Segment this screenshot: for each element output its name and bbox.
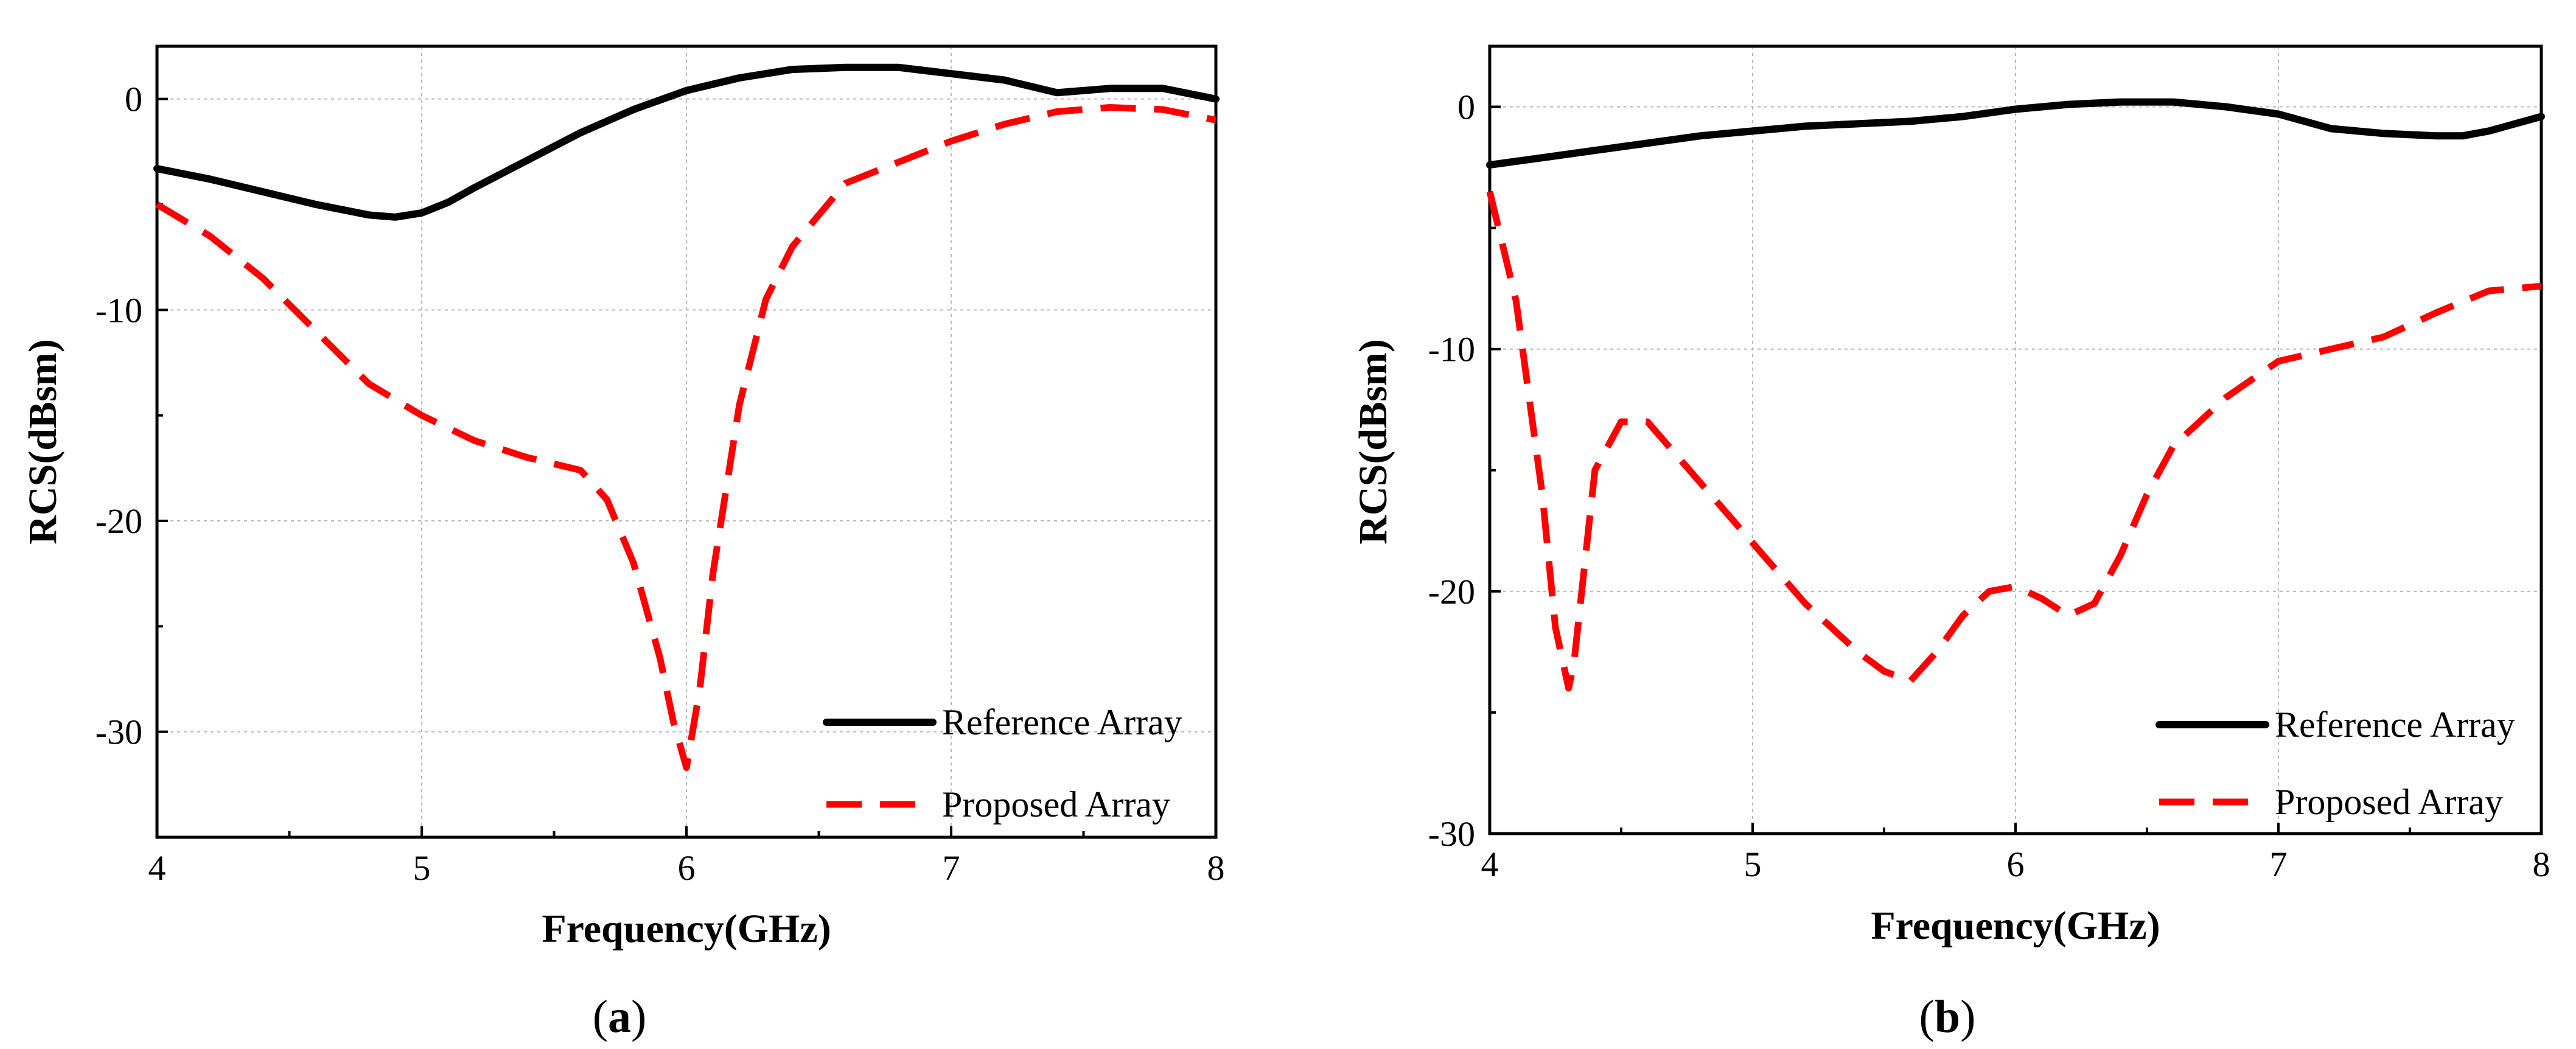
legend-label-proposed-array: Proposed Array: [2275, 782, 2503, 822]
x-tick-label: 5: [413, 848, 431, 888]
legend-label-reference-array: Reference Array: [2275, 705, 2515, 745]
x-tick-label: 8: [2533, 845, 2550, 884]
y-tick-label: -20: [1428, 572, 1475, 612]
x-tick-label: 6: [678, 848, 696, 888]
panel-b-legend: Reference Array Proposed Array: [2155, 705, 2515, 822]
reference-array-line: [153, 63, 1220, 221]
panel-b-caption: (b): [1919, 991, 1976, 1042]
y-tick-label: -10: [96, 290, 142, 330]
x-tick-label: 6: [2007, 845, 2025, 884]
x-tick-label: 8: [1207, 848, 1225, 888]
panel-a-grid: [157, 46, 1216, 837]
x-tick-label: 4: [148, 848, 166, 888]
x-tick-label: 7: [943, 848, 960, 888]
panel-b-y-axis-title: RCS(dBsm): [1351, 339, 1395, 544]
panel-a-caption-letter: a: [608, 991, 631, 1042]
panel-a-legend: Reference Array Proposed Array: [823, 702, 1182, 824]
panel-a-ticks: 4 5 6 7 8 0 -10 -20 -30: [96, 80, 1225, 888]
panel-a: 4 5 6 7 8 0 -10 -20 -30 Reference Array Proposed…: [21, 44, 1225, 1042]
panel-a-series: [153, 63, 1220, 772]
x-tick-label: 5: [1744, 845, 1762, 884]
panel-b-ticks: 4 5 6 7 8 0 -10 -20 -30: [1428, 88, 2550, 884]
y-tick-label: 0: [125, 80, 142, 119]
panel-b-caption-letter: b: [1935, 991, 1960, 1042]
proposed-array-line: [1486, 190, 2542, 692]
panel-b: 4 5 6 7 8 0 -10 -20 -30 Reference Array Proposed…: [1351, 44, 2550, 1042]
panel-b-series: [1486, 98, 2545, 692]
x-tick-label: 7: [2270, 845, 2288, 884]
panel-a-y-axis-title: RCS(dBsm): [21, 339, 65, 544]
legend-label-proposed-array: Proposed Array: [942, 784, 1170, 824]
proposed-array-line: [155, 104, 1217, 772]
reference-array-line: [1486, 98, 2545, 169]
panel-b-x-axis-title: Frequency(GHz): [1871, 904, 2160, 948]
y-tick-label: -20: [96, 501, 142, 541]
legend-label-reference-array: Reference Array: [942, 702, 1182, 742]
panel-a-caption: (a): [593, 991, 647, 1042]
panel-a-x-axis-title: Frequency(GHz): [542, 907, 831, 951]
y-tick-label: 0: [1457, 88, 1475, 127]
y-tick-label: -30: [1428, 814, 1475, 854]
x-tick-label: 4: [1481, 845, 1499, 884]
y-tick-label: -30: [96, 713, 142, 752]
y-tick-label: -10: [1428, 330, 1475, 369]
